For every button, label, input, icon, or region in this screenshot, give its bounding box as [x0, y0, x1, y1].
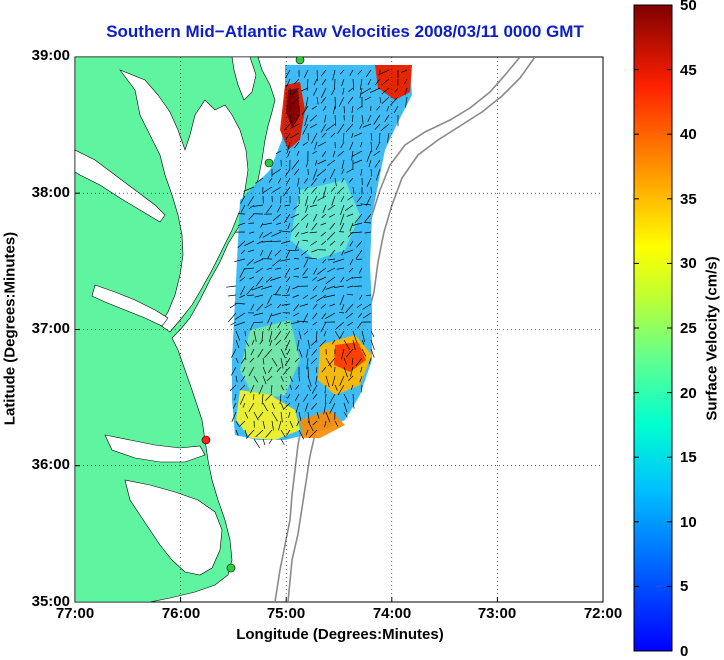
y-tick-label: 36:00 [14, 456, 70, 473]
colorbar-tick-label: 20 [680, 385, 720, 402]
velocity-arrow [247, 295, 254, 296]
velocity-arrow [303, 277, 309, 278]
colorbar-tick-label: 45 [680, 62, 720, 79]
y-tick-label: 38:00 [14, 184, 70, 201]
colorbar-tick-label: 0 [680, 643, 720, 660]
x-axis-label: Longitude (Degrees:Minutes) [200, 626, 480, 643]
colorbar-tick-label: 40 [680, 126, 720, 143]
colorbar-tick-label: 25 [680, 320, 720, 337]
velocity-arrow [335, 79, 336, 89]
y-tick-label: 39:00 [14, 47, 70, 64]
x-tick-label: 73:00 [467, 605, 527, 622]
colorbar [634, 5, 672, 651]
colorbar-tick-label: 5 [680, 578, 720, 595]
x-tick-label: 72:00 [573, 605, 633, 622]
x-tick-label: 77:00 [45, 605, 105, 622]
radar-station-marker[interactable] [265, 159, 273, 167]
colorbar-tick-label: 30 [680, 255, 720, 272]
x-tick-label: 76:00 [151, 605, 211, 622]
colorbar-tick-label: 50 [680, 0, 720, 14]
y-tick-label: 37:00 [14, 320, 70, 337]
colorbar-tick-label: 10 [680, 514, 720, 531]
x-tick-label: 75:00 [256, 605, 316, 622]
x-tick-label: 74:00 [362, 605, 422, 622]
y-axis-label: Latitude (Degrees:Minutes) [2, 229, 19, 429]
colorbar-tick-label: 35 [680, 191, 720, 208]
radar-station-marker[interactable] [227, 564, 235, 572]
radar-station-marker[interactable] [296, 56, 304, 64]
colorbar-tick-label: 15 [680, 449, 720, 466]
velocity-arrow [335, 367, 336, 372]
radar-station-marker[interactable] [202, 436, 210, 444]
